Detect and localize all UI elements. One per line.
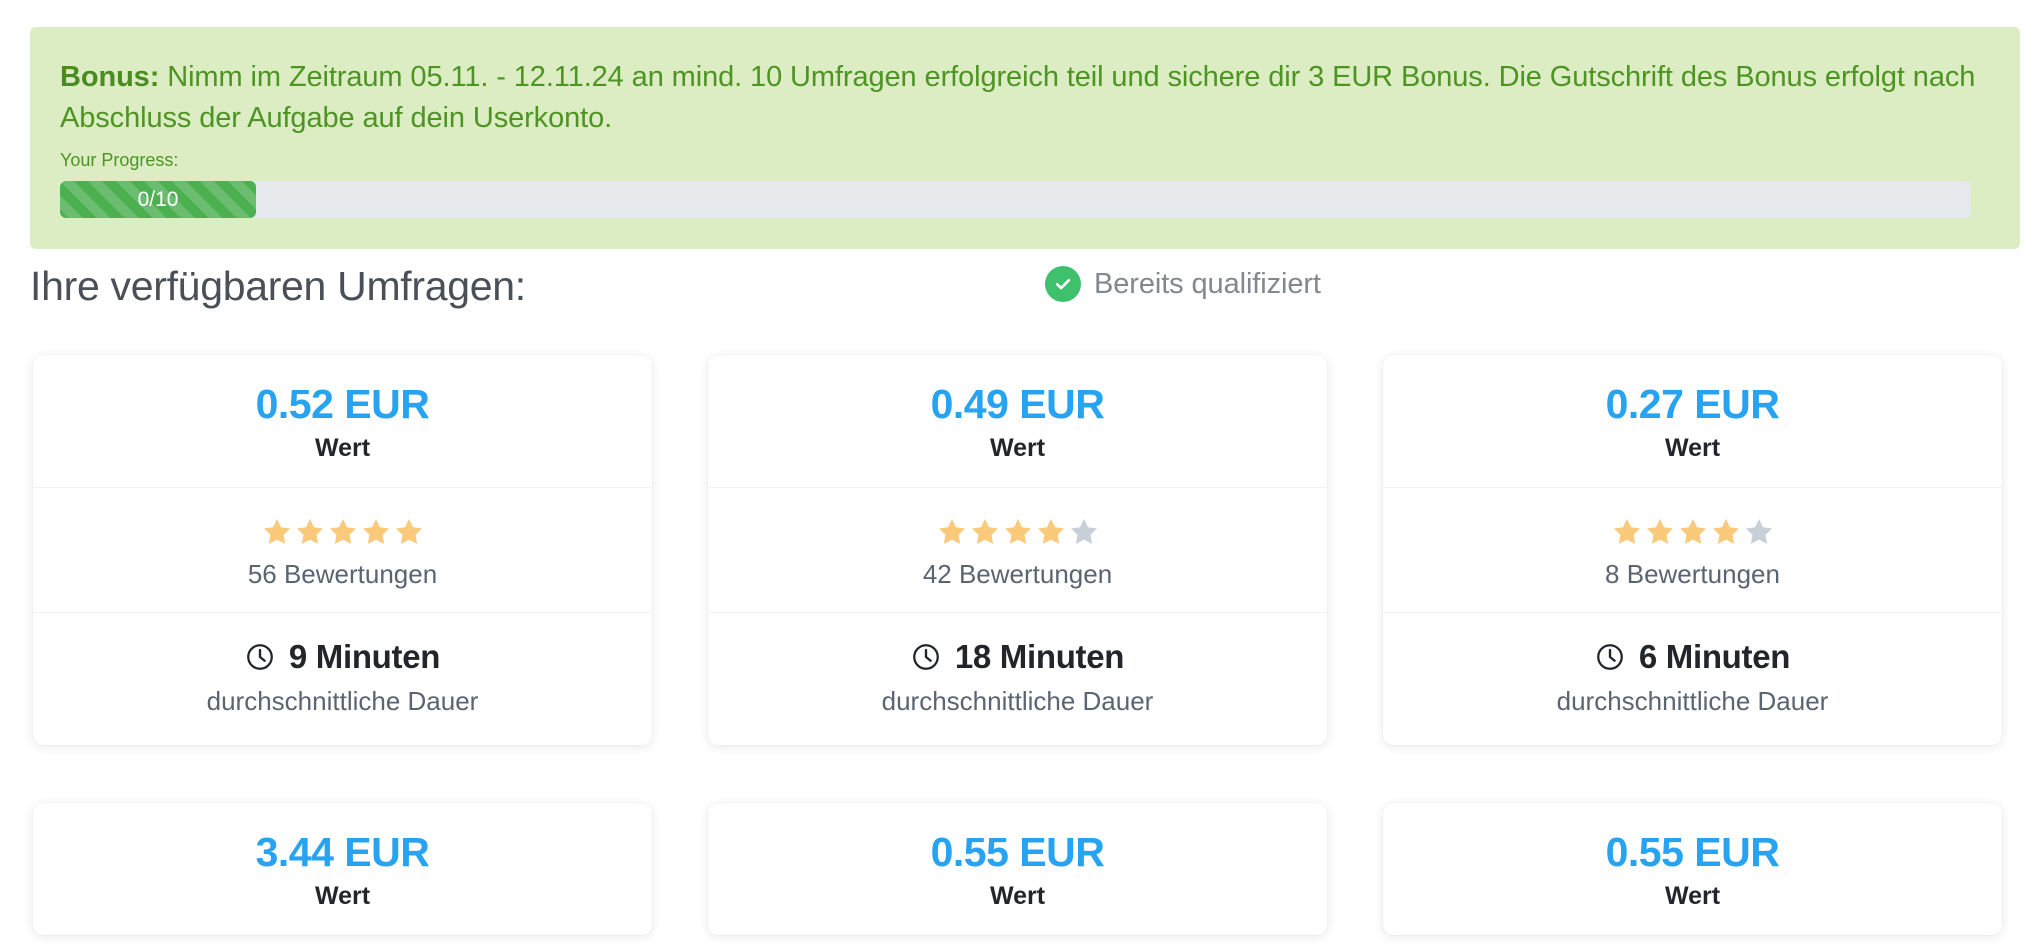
duration-label: durchschnittliche Dauer [1556,685,1829,716]
card-value: 0.55 EUR [930,829,1105,876]
star-icon [263,519,290,544]
survey-card[interactable]: 0.52 EUR Wert 56 Bewertungen 9 Minuten durch… [33,355,652,746]
card-value: 0.52 EUR [255,381,430,427]
clock-icon [246,644,273,670]
card-value-label: Wert [989,434,1046,463]
surveys-grid: 0.52 EUR Wert 56 Bewertungen 9 Minuten durch… [33,355,2003,936]
card-duration-section: 6 Minuten durchschnittliche Dauer [1383,612,2002,745]
ratings-count: 8 Bewertungen [1605,559,1780,590]
card-value: 3.44 EUR [255,829,430,876]
survey-card[interactable]: 3.44 EUR Wert [33,803,652,936]
card-value-label: Wert [989,882,1046,911]
bonus-alert: Bonus: Nimm im Zeitraum 05.11. - 12.11.2… [30,27,2020,249]
card-value: 0.49 EUR [930,381,1105,427]
progress-value-text: 0/10 [137,187,179,211]
page-title: Ihre verfügbaren Umfragen: [30,263,526,309]
card-rating-section: 8 Bewertungen [1383,487,2002,612]
star-icon [1070,519,1097,544]
bonus-message: Bonus: Nimm im Zeitraum 05.11. - 12.11.2… [60,57,1990,139]
star-icon [1004,519,1031,544]
card-value-section: 3.44 EUR Wert [33,803,652,935]
progress-bar-track: 0/10 [60,180,1971,218]
star-icon [1646,519,1673,544]
star-icon [362,519,389,544]
card-duration-section: 18 Minuten durchschnittliche Dauer [708,612,1327,745]
duration-label: durchschnittliche Dauer [881,685,1154,716]
progress-bar-fill: 0/10 [60,180,256,218]
clock-icon [912,644,939,670]
progress-label: Your Progress: [60,150,179,171]
section-header: Ihre verfügbaren Umfragen: Bereits quali… [30,262,2020,318]
duration-row: 6 Minuten [1395,637,1990,677]
qualified-badge: Bereits qualifiziert [1045,266,1321,302]
star-icon [938,519,965,544]
card-value-label: Wert [314,434,371,463]
star-icon [1712,519,1739,544]
star-rating [1395,512,1990,552]
card-value-section: 0.49 EUR Wert [708,355,1327,487]
bonus-label: Bonus: [60,61,160,93]
card-rating-section: 42 Bewertungen [708,487,1327,612]
card-value-label: Wert [1664,882,1721,911]
card-value-section: 0.27 EUR Wert [1383,355,2002,487]
card-duration-section: 9 Minuten durchschnittliche Dauer [33,612,652,745]
clock-icon [1596,644,1623,670]
star-icon [296,519,323,544]
check-circle-icon [1045,266,1081,302]
card-value: 0.27 EUR [1605,381,1780,427]
card-value-label: Wert [314,882,371,911]
card-rating-section: 56 Bewertungen [33,487,652,612]
card-value-section: 0.52 EUR Wert [33,355,652,487]
ratings-count: 56 Bewertungen [247,559,438,590]
star-icon [1037,519,1064,544]
card-value-label: Wert [1664,434,1721,463]
duration-value: 6 Minuten [1638,638,1791,676]
card-value: 0.55 EUR [1605,829,1780,876]
star-rating [720,512,1315,552]
survey-card[interactable]: 0.55 EUR Wert [708,803,1327,936]
duration-row: 18 Minuten [720,637,1315,677]
duration-value: 9 Minuten [288,638,441,676]
star-icon [329,519,356,544]
star-icon [971,519,998,544]
star-rating [45,512,640,552]
star-icon [1745,519,1772,544]
star-icon [1613,519,1640,544]
star-icon [395,519,422,544]
bonus-description: Nimm im Zeitraum 05.11. - 12.11.24 an mi… [60,61,1976,135]
ratings-count: 42 Bewertungen [922,559,1113,590]
duration-row: 9 Minuten [45,637,640,677]
duration-value: 18 Minuten [954,638,1125,676]
card-value-section: 0.55 EUR Wert [1383,803,2002,935]
survey-card[interactable]: 0.55 EUR Wert [1383,803,2002,936]
survey-card[interactable]: 0.49 EUR Wert 42 Bewertungen 18 Minuten durc… [708,355,1327,746]
star-icon [1679,519,1706,544]
duration-label: durchschnittliche Dauer [206,685,479,716]
qualified-label: Bereits qualifiziert [1094,267,1321,300]
survey-card[interactable]: 0.27 EUR Wert 8 Bewertungen 6 Minuten durchs… [1383,355,2002,746]
card-value-section: 0.55 EUR Wert [708,803,1327,935]
